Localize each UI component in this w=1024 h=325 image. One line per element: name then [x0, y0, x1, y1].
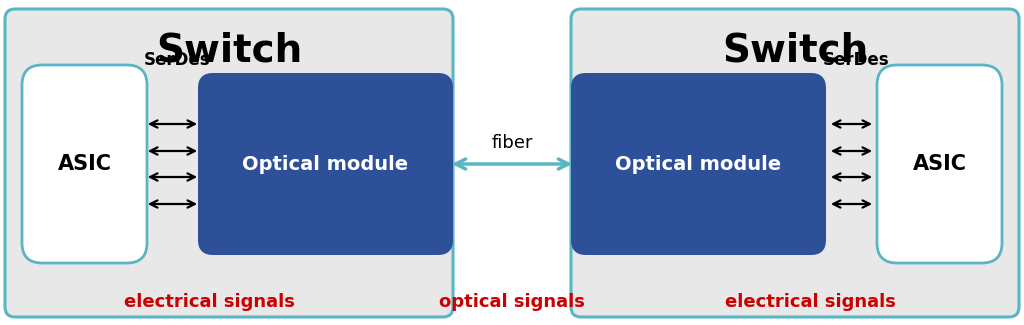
- FancyBboxPatch shape: [5, 9, 453, 317]
- FancyBboxPatch shape: [22, 65, 147, 263]
- Text: Optical module: Optical module: [615, 154, 781, 174]
- Text: optical signals: optical signals: [439, 293, 585, 311]
- FancyBboxPatch shape: [198, 73, 453, 255]
- Text: SerDes: SerDes: [823, 51, 890, 69]
- FancyBboxPatch shape: [877, 65, 1002, 263]
- FancyBboxPatch shape: [571, 9, 1019, 317]
- Text: Switch: Switch: [156, 31, 302, 69]
- Text: fiber: fiber: [492, 134, 532, 152]
- Text: SerDes: SerDes: [144, 51, 211, 69]
- Text: Optical module: Optical module: [243, 154, 409, 174]
- Text: electrical signals: electrical signals: [725, 293, 895, 311]
- FancyBboxPatch shape: [571, 73, 826, 255]
- Text: ASIC: ASIC: [912, 154, 967, 174]
- Text: Switch: Switch: [722, 31, 868, 69]
- Text: ASIC: ASIC: [57, 154, 112, 174]
- Text: electrical signals: electrical signals: [124, 293, 295, 311]
